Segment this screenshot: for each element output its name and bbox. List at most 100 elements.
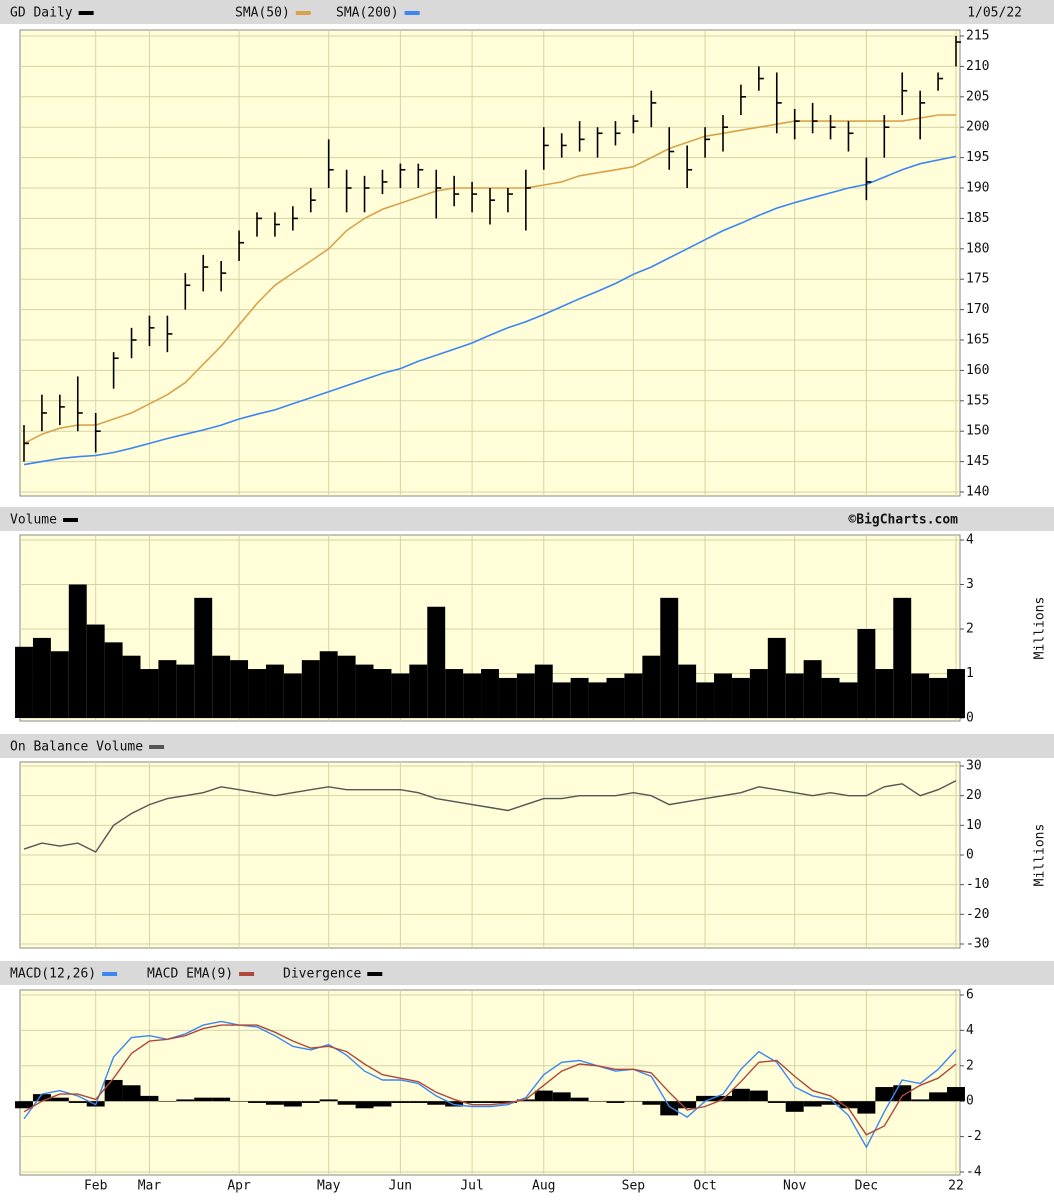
y-axis-label: Millions	[1033, 824, 1048, 887]
bar	[498, 1101, 517, 1103]
bar	[481, 669, 499, 718]
legend-label: GD Daily	[10, 6, 73, 21]
y-tick-label: 200	[966, 120, 989, 135]
bar	[696, 682, 715, 718]
y-tick-label: 4	[966, 1023, 974, 1038]
bar	[911, 1099, 930, 1102]
legend-swatch	[78, 11, 94, 15]
bar	[337, 1101, 356, 1105]
x-tick-label: Aug	[532, 1179, 555, 1194]
bar	[301, 660, 320, 718]
y-tick-label: -10	[966, 877, 989, 892]
bar	[32, 1094, 51, 1102]
y-tick-label: -2	[966, 1129, 982, 1144]
bar	[606, 677, 625, 718]
bar	[463, 673, 482, 718]
y-tick-label: 150	[966, 424, 989, 439]
bar	[893, 1085, 912, 1102]
bar	[373, 1101, 392, 1107]
y-tick-label: 170	[966, 302, 989, 317]
legend-swatch	[102, 972, 118, 976]
bar	[714, 673, 732, 718]
y-tick-label: 3	[966, 577, 974, 592]
y-tick-label: -4	[966, 1165, 982, 1180]
bar	[767, 637, 786, 718]
x-tick-label: Sep	[622, 1179, 646, 1194]
bar	[158, 1101, 177, 1102]
x-tick-label: Mar	[138, 1179, 162, 1194]
bar	[265, 664, 284, 718]
bar	[140, 669, 159, 718]
macd-line	[23, 1020, 957, 1149]
legend-label: Divergence	[283, 967, 361, 982]
bar	[391, 1101, 410, 1103]
bar	[355, 1101, 374, 1109]
y-tick-label: 4	[966, 533, 974, 548]
bar	[122, 655, 141, 718]
bar	[409, 1101, 428, 1103]
macd-line	[23, 1024, 957, 1136]
obv-line	[23, 780, 957, 853]
legend-swatch	[295, 11, 311, 15]
x-tick-label: 22	[948, 1179, 964, 1194]
panel-header	[0, 734, 1054, 758]
bar	[642, 1101, 661, 1105]
bar	[140, 1095, 159, 1102]
bar	[624, 1101, 643, 1102]
bar	[445, 1101, 464, 1107]
bar	[283, 673, 302, 718]
bar	[176, 664, 195, 718]
bar	[642, 655, 661, 718]
bar	[194, 1097, 213, 1102]
bar	[857, 629, 876, 718]
bar	[767, 1101, 786, 1103]
y-tick-label: 205	[966, 89, 989, 104]
bar	[821, 677, 840, 718]
x-tick-label: Oct	[693, 1179, 716, 1194]
y-tick-label: 1	[966, 666, 974, 681]
y-tick-label: 190	[966, 181, 989, 196]
panel-header	[0, 961, 1054, 985]
bar	[86, 624, 105, 718]
bar	[803, 660, 822, 718]
bar	[319, 1099, 338, 1102]
bar	[516, 1099, 535, 1102]
bar	[534, 664, 553, 718]
y-tick-label: 6	[966, 988, 974, 1003]
bar	[516, 673, 535, 718]
x-tick-label: Feb	[84, 1179, 108, 1194]
bar	[176, 1099, 195, 1102]
legend-label: SMA(200)	[336, 6, 399, 21]
y-tick-label: 185	[966, 211, 989, 226]
bar	[911, 673, 930, 718]
legend-swatch	[239, 972, 255, 976]
x-tick-label: Dec	[855, 1179, 878, 1194]
bar	[427, 1101, 446, 1105]
bar	[660, 1101, 679, 1116]
legend-label: MACD EMA(9)	[147, 967, 233, 982]
bar	[445, 669, 464, 718]
bar	[355, 664, 374, 718]
y-tick-label: 0	[966, 1094, 974, 1109]
bar	[104, 1079, 123, 1102]
y-tick-label: -30	[966, 937, 989, 952]
bar	[749, 669, 768, 718]
bar	[624, 673, 643, 718]
legend-swatch	[149, 745, 165, 749]
y-tick-label: 0	[966, 848, 974, 863]
bar	[929, 677, 948, 718]
sma-line	[23, 155, 957, 466]
y-tick-label: 10	[966, 818, 982, 833]
y-tick-label: 20	[966, 788, 982, 803]
bar	[481, 1101, 499, 1103]
bar	[570, 1097, 589, 1102]
bar	[839, 1101, 858, 1109]
legend-label: SMA(50)	[235, 6, 290, 21]
y-tick-label: -20	[966, 907, 989, 922]
bar	[283, 1101, 302, 1107]
bar	[248, 669, 266, 718]
bar	[68, 1101, 87, 1103]
bar	[248, 1101, 266, 1103]
bar	[821, 1101, 840, 1105]
bar	[803, 1101, 822, 1107]
